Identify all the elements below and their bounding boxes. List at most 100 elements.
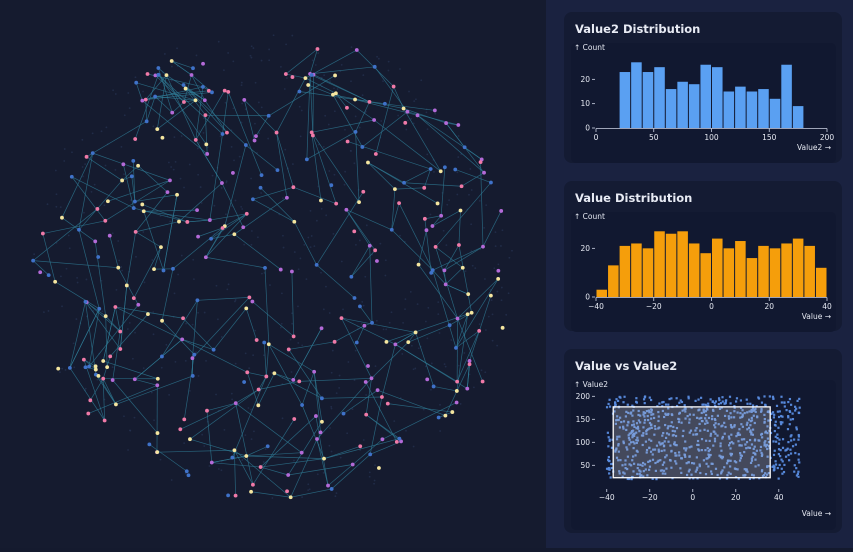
scatter-point (780, 396, 782, 398)
faint-node (399, 235, 401, 237)
node (245, 370, 249, 374)
node (182, 100, 186, 104)
node (234, 401, 238, 405)
faint-node (251, 57, 253, 59)
faint-node (352, 408, 354, 410)
faint-node (235, 363, 237, 365)
faint-node (393, 420, 395, 422)
node (201, 62, 205, 66)
node (178, 427, 182, 431)
edge (419, 265, 458, 319)
node (344, 208, 348, 212)
faint-node (364, 276, 366, 278)
faint-node (265, 448, 267, 450)
faint-node (297, 305, 299, 307)
faint-node (362, 74, 364, 76)
node (210, 461, 214, 465)
scatter-point (749, 403, 751, 405)
faint-node (431, 362, 433, 364)
scatter-point (724, 402, 726, 404)
scatter-point (644, 395, 646, 397)
node (230, 456, 234, 460)
faint-node (402, 322, 404, 324)
scatter-point (608, 469, 610, 471)
edge (135, 75, 158, 139)
faint-node (135, 76, 137, 78)
node (231, 171, 235, 175)
node (291, 75, 295, 79)
network-svg[interactable] (0, 0, 546, 548)
faint-node (410, 291, 412, 293)
edge (310, 49, 317, 74)
node (306, 83, 310, 87)
histogram-bar (666, 89, 677, 128)
scatter-point (772, 398, 774, 400)
edge (184, 355, 194, 420)
histogram-bar (724, 92, 735, 129)
faint-node (250, 409, 252, 411)
scatter-point (643, 398, 645, 400)
y-tick-label: 10 (580, 99, 590, 108)
faint-node (257, 236, 259, 238)
faint-node (248, 367, 250, 369)
node (300, 451, 304, 455)
edge (120, 285, 126, 349)
edge (244, 100, 254, 141)
node (383, 102, 387, 106)
faint-node (415, 98, 417, 100)
faint-node (129, 322, 131, 324)
faint-node (112, 89, 114, 91)
node (443, 165, 447, 169)
faint-node (347, 361, 349, 363)
edge (234, 234, 280, 269)
scatter-point (790, 434, 792, 436)
scatter-point (670, 397, 672, 399)
edge (172, 61, 192, 75)
scatter-point (619, 397, 621, 399)
edge (351, 250, 375, 276)
scatter-point (776, 437, 778, 439)
selection-brush[interactable] (613, 407, 770, 478)
node (272, 371, 276, 375)
faint-node (101, 130, 103, 132)
faint-node (209, 465, 211, 467)
faint-node (152, 125, 154, 127)
faint-node (474, 267, 476, 269)
edge (277, 133, 287, 198)
faint-node (334, 495, 336, 497)
edge (87, 121, 147, 156)
histogram-bar (758, 246, 769, 297)
faint-node (344, 129, 346, 131)
scatter-point (662, 401, 664, 403)
edge (212, 456, 247, 463)
panel-title: Value vs Value2 (575, 359, 677, 373)
faint-node (160, 459, 162, 461)
node (223, 89, 227, 93)
faint-node (71, 151, 73, 153)
node (326, 484, 330, 488)
faint-node (307, 483, 309, 485)
faint-node (484, 278, 486, 280)
node (267, 114, 271, 118)
node (393, 342, 397, 346)
scatter-point (790, 418, 792, 420)
network-graph[interactable] (0, 0, 546, 548)
scatter-point (772, 396, 774, 398)
faint-node (55, 170, 57, 172)
faint-node (180, 178, 182, 180)
scatter-point (793, 438, 795, 440)
edge (265, 268, 269, 344)
faint-node (334, 110, 336, 112)
faint-node (281, 323, 283, 325)
edge (446, 268, 463, 285)
edge (172, 61, 193, 68)
faint-node (174, 292, 176, 294)
faint-node (493, 267, 495, 269)
edge (190, 390, 259, 440)
